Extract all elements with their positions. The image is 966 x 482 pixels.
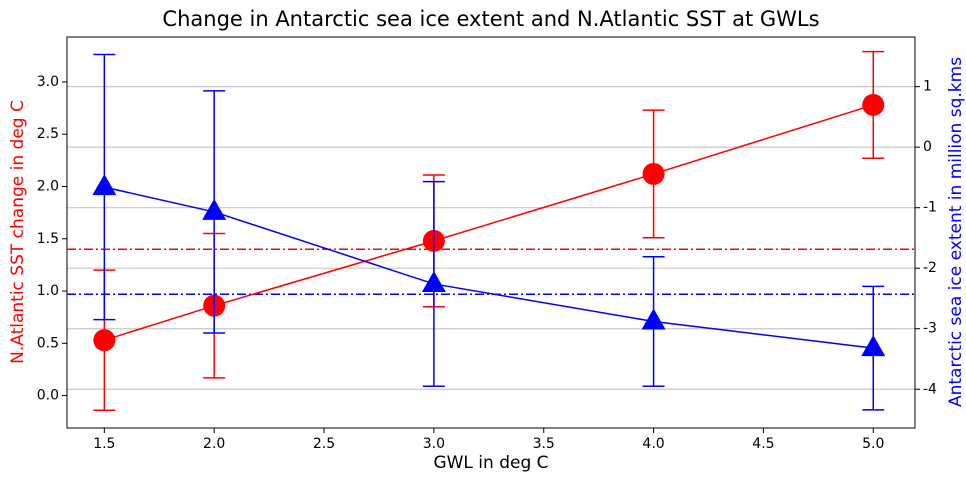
marker [861, 335, 886, 357]
x-axis-label: GWL in deg C [433, 453, 548, 473]
y2-tick-label: -1 [923, 200, 937, 216]
marker [642, 162, 665, 185]
x-tick-label: 3.5 [533, 436, 555, 452]
y2-tick-label: 1 [923, 79, 932, 95]
marker [93, 329, 116, 352]
x-tick-label: 2.0 [203, 436, 225, 452]
marker [421, 270, 446, 292]
y-tick-label: 1.5 [37, 231, 59, 247]
x-tick-label: 5.0 [862, 436, 884, 452]
y2-axis-label: Antarctic sea ice extent in million sq.k… [946, 57, 966, 407]
y-tick-label: 0.5 [37, 335, 59, 351]
y2-tick-label: -2 [923, 260, 937, 276]
marker [202, 198, 227, 220]
x-tick-label: 3.0 [423, 436, 445, 452]
y2-tick-label: -4 [923, 381, 937, 397]
marker [92, 174, 117, 196]
marker [862, 93, 885, 116]
y-tick-label: 3.0 [37, 74, 59, 90]
x-tick-label: 2.5 [313, 436, 335, 452]
marker [641, 308, 666, 330]
y-tick-label: 1.0 [37, 283, 59, 299]
x-tick-label: 4.0 [642, 436, 664, 452]
y-tick-label: 0.0 [37, 388, 59, 404]
y-tick-label: 2.5 [37, 126, 59, 142]
chart-title: Change in Antarctic sea ice extent and N… [162, 7, 819, 31]
y-tick-label: 2.0 [37, 179, 59, 195]
x-tick-label: 1.5 [93, 436, 115, 452]
x-tick-label: 4.5 [752, 436, 774, 452]
y-axis-label: N.Atlantic SST change in deg C [8, 100, 28, 364]
plot-frame [66, 36, 916, 429]
y2-tick-label: 0 [923, 139, 932, 155]
y2-tick-label: -3 [923, 321, 937, 337]
